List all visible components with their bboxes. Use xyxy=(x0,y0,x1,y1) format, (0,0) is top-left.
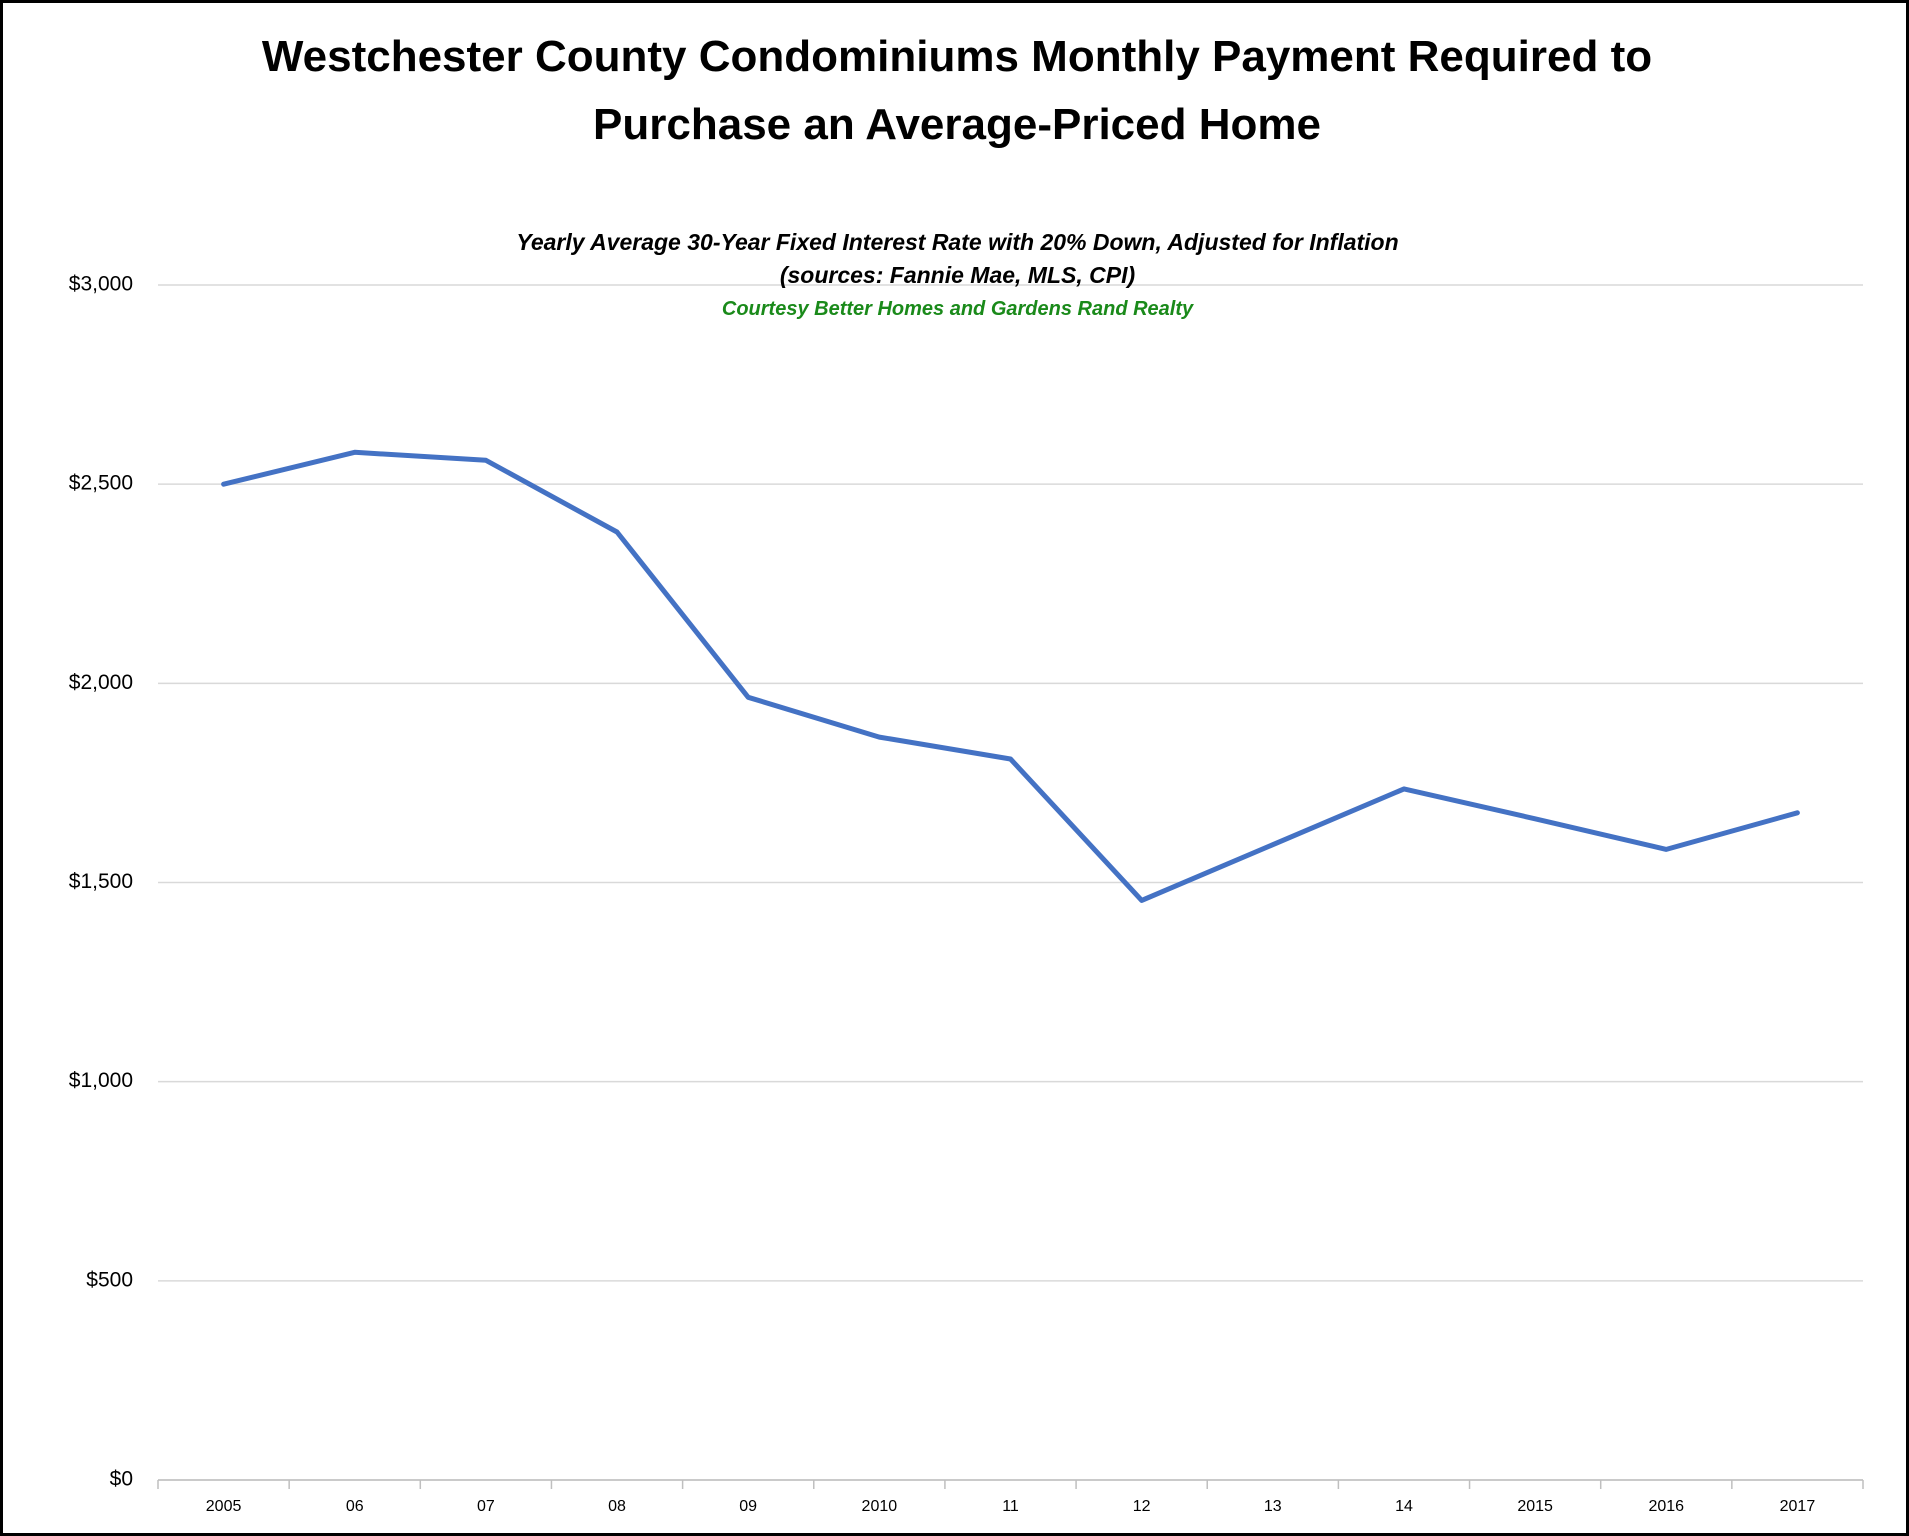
x-tick-label: 2005 xyxy=(206,1498,242,1515)
y-tick-label: $2,000 xyxy=(69,671,133,694)
x-tick-label: 06 xyxy=(346,1498,364,1515)
chart-source: (sources: Fannie Mae, MLS, CPI) xyxy=(779,262,1136,288)
chart-subtitle: Yearly Average 30-Year Fixed Interest Ra… xyxy=(516,229,1399,255)
y-tick-label: $2,500 xyxy=(69,472,133,495)
x-tick-label: 2016 xyxy=(1648,1498,1684,1515)
y-tick-label: $1,000 xyxy=(69,1069,133,1092)
x-tick-label: 2015 xyxy=(1517,1498,1553,1515)
x-tick-label: 11 xyxy=(1002,1498,1019,1515)
x-tick-label: 08 xyxy=(608,1498,626,1515)
x-tick-label: 14 xyxy=(1395,1498,1413,1515)
y-tick-label: $3,000 xyxy=(69,273,133,296)
x-tick-label: 13 xyxy=(1264,1498,1282,1515)
x-tick-label: 07 xyxy=(477,1498,495,1515)
y-tick-label: $0 xyxy=(110,1468,133,1491)
y-tick-label: $1,500 xyxy=(69,870,133,893)
x-tick-label: 09 xyxy=(739,1498,757,1515)
chart-annotation: Courtesy Better Homes and Gardens Rand R… xyxy=(721,298,1194,320)
y-tick-label: $500 xyxy=(86,1268,133,1291)
x-tick-label: 2017 xyxy=(1780,1498,1816,1515)
x-tick-label: 2010 xyxy=(862,1498,898,1515)
chart-title: Westchester County Condominiums Monthly … xyxy=(261,32,1653,149)
chart: $0 $500 $1,000 $1,500 $2,000 $2,500 $3,000 2005… xyxy=(69,273,1864,1515)
data-line xyxy=(221,449,1800,903)
x-tick-label: 12 xyxy=(1133,1498,1151,1515)
